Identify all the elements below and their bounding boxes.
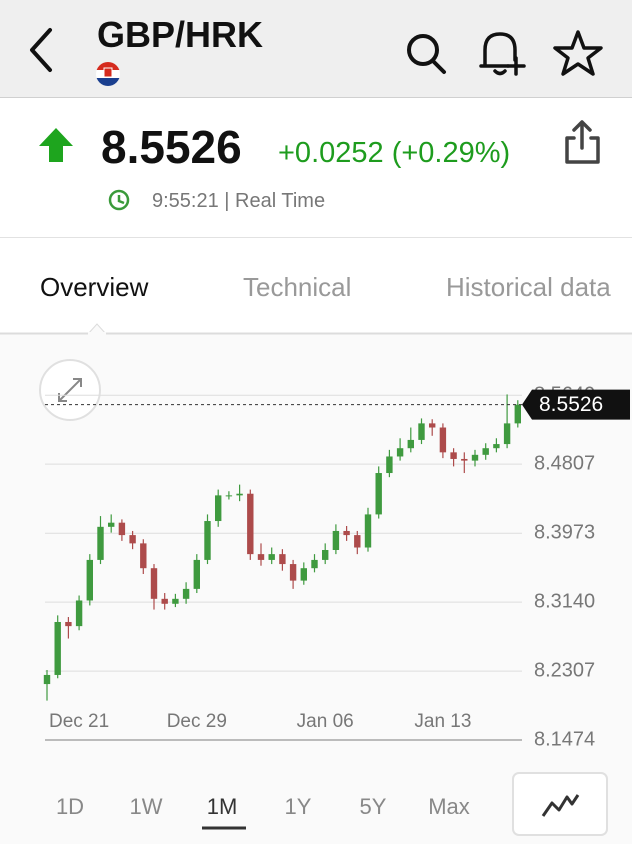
plot: 8.14748.23078.31408.39738.48078.5640Dec … [43, 384, 630, 750]
candle-body [503, 423, 511, 445]
header-bg [0, 0, 632, 97]
y-tick-label: 8.3140 [534, 590, 595, 612]
candle-body [429, 423, 436, 428]
tab[interactable]: Overview [40, 272, 149, 302]
candle-body [225, 495, 233, 497]
candle-body [343, 530, 350, 536]
tab-indicator [88, 332, 106, 336]
candle-body [439, 427, 447, 453]
range-button[interactable]: 1Y [284, 794, 312, 819]
candle-body [65, 621, 72, 627]
alert-button[interactable] [479, 32, 526, 76]
tab[interactable]: Historical data [446, 272, 611, 302]
candle-body [172, 598, 179, 604]
candle-body [493, 444, 500, 449]
candle-body [118, 522, 126, 536]
search-button[interactable] [407, 34, 446, 74]
candle-body [182, 588, 190, 599]
candle-body [375, 473, 382, 515]
candle-body [75, 600, 83, 627]
change: +0.0252 (+0.29%) [278, 137, 511, 169]
range-button[interactable]: 1D [55, 794, 85, 819]
candle-body [279, 554, 286, 565]
candle-body [450, 452, 457, 459]
candle-body [396, 448, 404, 457]
range-button[interactable]: 1M [206, 794, 238, 819]
candle-body [140, 543, 147, 569]
last-price-box [522, 389, 630, 420]
y-tick-label: 8.2307 [534, 659, 595, 681]
candle-body [461, 458, 468, 461]
price: 8.5526 [101, 121, 242, 173]
candle-body [150, 568, 158, 599]
candle-body [354, 535, 361, 548]
favorite-button[interactable] [553, 30, 603, 76]
y-tick-label: 8.3973 [534, 521, 595, 543]
candle-body [161, 598, 168, 604]
share-button[interactable] [565, 120, 600, 164]
range-button[interactable]: Max [428, 794, 470, 819]
tab[interactable]: Technical [243, 272, 352, 302]
candle-body [86, 559, 93, 601]
candle-body [300, 568, 307, 581]
candle-body [129, 535, 136, 544]
candle-body [514, 404, 521, 424]
flag [96, 62, 120, 86]
candle-body [215, 495, 222, 522]
candle-body [257, 554, 265, 560]
candle-body [204, 521, 211, 560]
range-button[interactable]: 1W [129, 794, 163, 819]
x-tick-label: Jan 13 [414, 711, 471, 732]
range-button[interactable]: 5Y [359, 794, 387, 819]
candle-body [54, 621, 61, 675]
expand-button[interactable] [39, 359, 101, 421]
y-tick-label: 8.1474 [534, 728, 595, 750]
candle-body [364, 514, 372, 548]
x-tick-label: Dec 21 [49, 711, 109, 732]
candle-body [471, 454, 479, 461]
candle-body [108, 522, 115, 527]
candle-body [193, 559, 200, 589]
candle-body [268, 554, 275, 560]
candle-body [289, 564, 297, 581]
candle-body [482, 448, 489, 455]
x-tick-label: Jan 06 [297, 711, 354, 732]
pair-title: GBP/HRK [97, 14, 264, 55]
chart-bg [0, 333, 632, 844]
candle-body [311, 559, 318, 569]
candle-body [332, 530, 340, 550]
candle-body [236, 493, 243, 496]
candle-body [97, 526, 104, 560]
candle-body [247, 493, 254, 555]
candle-body [322, 549, 329, 560]
clock-icon [108, 189, 130, 211]
candle-body [386, 456, 393, 474]
x-tick-label: Dec 29 [167, 711, 227, 732]
y-tick-label: 8.4807 [534, 452, 595, 474]
timestamp: 9:55:21 | Real Time [152, 190, 326, 212]
last-price-label: 8.5526 [539, 393, 603, 416]
candle-body [407, 439, 414, 449]
chart-type-button[interactable] [512, 772, 608, 836]
candle-body [43, 674, 51, 685]
up-arrow [39, 128, 73, 162]
candle-body [418, 423, 425, 440]
back-button[interactable] [30, 28, 52, 72]
